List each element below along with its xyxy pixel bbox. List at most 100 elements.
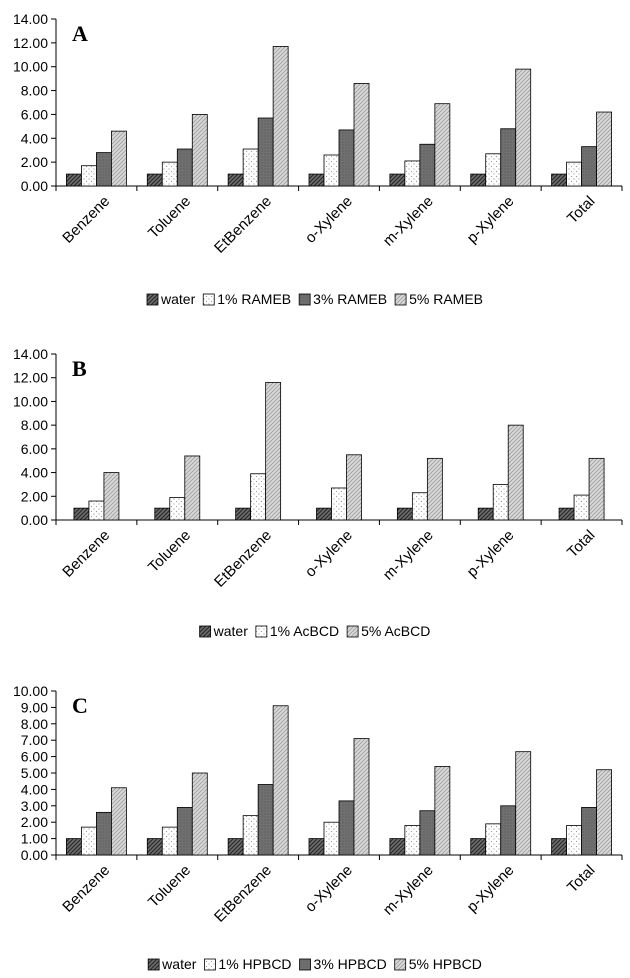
chart-panel-a: 0.00 2.00 4.00 6.00 8.00 10.00 12.00 14.00 Benze… — [13, 11, 623, 307]
bar-s5-m-xylene — [434, 103, 451, 187]
x-category-label: Benzene — [59, 862, 113, 916]
y-tick-label: 6.00 — [21, 441, 48, 457]
bar-s5-m-xylene — [434, 766, 451, 856]
bar-water-m-xylene — [389, 173, 406, 187]
bar-s1-o-xylene — [323, 821, 340, 856]
bar-s3-toluene — [176, 807, 193, 856]
legend-swatch-water — [147, 958, 160, 971]
bar-water-m-xylene — [396, 507, 413, 521]
bar-s3-m-xylene — [419, 143, 436, 187]
bar-s5-total — [596, 769, 612, 856]
y-tick-label: 0.00 — [21, 512, 48, 528]
legend: water 1% HPBCD 3% HPBCD 5% HPBCD — [147, 956, 482, 972]
bar-s1-o-xylene — [331, 487, 347, 521]
y-tick-label: 8.00 — [21, 417, 48, 433]
x-category-label: Total — [564, 527, 598, 561]
y-tick-label: 4.00 — [21, 465, 48, 481]
legend-swatch-s3 — [299, 958, 311, 971]
panel-label: C — [72, 693, 88, 718]
y-tick-label: 0.00 — [21, 178, 48, 194]
bar-s1-etbenzene — [250, 473, 267, 521]
y-tick-label: 4.00 — [21, 781, 48, 797]
bar-s5-toluene — [184, 455, 201, 521]
x-category-label: Toluene — [145, 527, 194, 576]
y-tick-label: 3.00 — [21, 798, 48, 814]
bar-s5-p-xylene — [515, 68, 532, 187]
bar-s1-total — [566, 161, 582, 187]
bar-s1-benzene — [81, 165, 97, 187]
bar-s3-o-xylene — [338, 129, 355, 187]
legend-label: water — [160, 291, 196, 307]
legend-label: water — [213, 623, 249, 639]
bar-s1-m-xylene — [411, 492, 428, 521]
bar-s1-benzene — [88, 500, 105, 521]
legend-swatch-s3 — [298, 293, 311, 306]
bar-s1-toluene — [161, 161, 178, 187]
bar-water-toluene — [146, 838, 163, 856]
bar-water-p-xylene — [470, 173, 487, 187]
bar-s1-benzene — [81, 826, 97, 856]
chart-panel-c: 0.001.002.003.004.005.006.007.008.009.00… — [13, 683, 623, 972]
x-category-label: Toluene — [145, 862, 194, 911]
bar-s3-total — [581, 807, 597, 856]
x-category-label: o-Xylene — [302, 527, 356, 581]
bar-water-etbenzene — [235, 507, 252, 521]
x-category-label: p-Xylene — [464, 193, 518, 247]
y-tick-label: 8.00 — [21, 83, 48, 99]
bar-s1-toluene — [161, 826, 178, 856]
y-tick-label: 0.00 — [21, 847, 48, 863]
bar-s5-etbenzene — [272, 46, 289, 187]
bar-water-total — [558, 507, 575, 521]
bar-s5-o-xylene — [353, 738, 370, 856]
bar-s3-etbenzene — [257, 784, 274, 856]
bar-s1-etbenzene — [242, 148, 259, 187]
bar-water-p-xylene — [470, 838, 487, 856]
legend-label: 5% HPBCD — [409, 956, 482, 972]
bar-s5-total — [596, 111, 612, 187]
bar-s5-total — [588, 457, 605, 521]
x-category-label: p-Xylene — [464, 862, 518, 916]
y-tick-label: 2.00 — [21, 814, 48, 830]
bar-water-benzene — [66, 173, 82, 187]
legend-label: 1% AcBCD — [270, 623, 339, 639]
x-category-label: EtBenzene — [211, 862, 275, 926]
y-tick-label: 10.00 — [13, 683, 48, 699]
bar-s3-toluene — [176, 148, 193, 187]
legend-swatch-water — [199, 625, 212, 638]
x-category-label: o-Xylene — [302, 193, 356, 247]
legend-swatch-s5 — [394, 293, 407, 306]
legend-swatch-s1 — [204, 958, 216, 971]
legend-swatch-s5 — [346, 625, 359, 638]
y-tick-label: 10.00 — [13, 59, 48, 75]
bar-water-o-xylene — [308, 173, 325, 187]
bar-s1-p-xylene — [485, 153, 502, 187]
bar-water-p-xylene — [477, 507, 494, 521]
y-tick-label: 6.00 — [21, 106, 48, 122]
bar-s5-o-xylene — [346, 454, 362, 521]
bar-water-m-xylene — [389, 838, 406, 856]
bar-water-etbenzene — [227, 173, 244, 187]
bar-water-total — [551, 173, 567, 187]
bar-water-toluene — [146, 173, 163, 187]
x-category-label: m-Xylene — [380, 193, 437, 250]
x-category-label: Total — [564, 193, 598, 227]
legend-swatch-s1 — [255, 625, 268, 638]
y-tick-label: 14.00 — [13, 11, 48, 27]
x-category-label: m-Xylene — [380, 527, 437, 584]
legend-label: 3% HPBCD — [314, 956, 387, 972]
x-category-label: EtBenzene — [211, 527, 275, 591]
y-tick-label: 7.00 — [21, 732, 48, 748]
bar-s5-m-xylene — [426, 457, 443, 521]
legend-swatch-water — [146, 293, 159, 306]
bar-s1-total — [573, 494, 590, 521]
bar-s5-p-xylene — [515, 751, 532, 856]
bar-s3-benzene — [96, 811, 112, 856]
panel-label: A — [72, 21, 88, 46]
bar-s1-p-xylene — [485, 823, 502, 856]
bar-s5-toluene — [191, 772, 208, 856]
x-category-label: o-Xylene — [302, 862, 356, 916]
legend-swatch-s5 — [394, 958, 407, 971]
y-tick-label: 10.00 — [13, 393, 48, 409]
legend-label: 1% HPBCD — [218, 956, 291, 972]
